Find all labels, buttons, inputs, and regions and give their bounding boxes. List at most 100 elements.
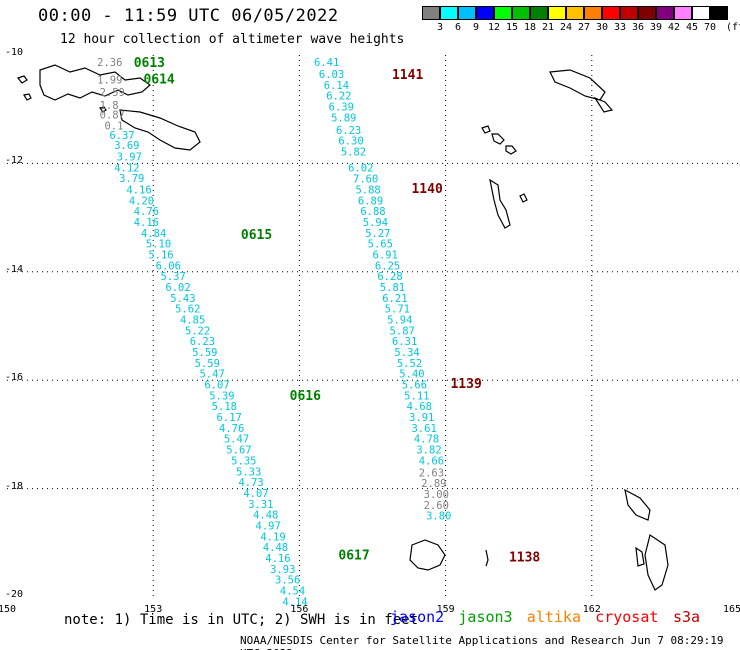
pass-time-label: 0615 [241,228,272,243]
coastline-coral-islands [409,539,489,571]
legend-swatch [674,6,692,20]
wave-height-value: 5.71 [385,304,410,316]
map-title: 00:00 - 11:59 UTC 06/05/2022 [38,6,339,26]
wave-height-value: 4.12 [114,163,139,175]
wave-height-value: 5.43 [170,293,195,305]
wave-height-value: 5.67 [226,445,251,457]
wave-height-value: 5.16 [148,249,173,261]
wave-height-value: 1.8 [100,100,119,112]
lon-label: 159 [436,604,455,615]
wave-height-value: 4.73 [238,477,263,489]
wave-height-value: 6.89 [358,195,383,207]
satellite-name: jason2 [390,608,445,626]
lat-label: -16 [5,372,24,384]
legend-swatch [566,6,584,20]
wave-height-value: 5.10 [146,239,171,251]
legend-swatch [620,6,638,20]
legend-swatch [692,6,710,20]
wave-height-value: 2.60 [424,500,449,512]
wave-height-value: 3.79 [119,173,144,185]
wave-height-value: 5.47 [224,434,249,446]
legend-swatch [512,6,530,20]
wave-height-value: 4.19 [260,531,285,543]
wave-height-value: 5.22 [185,325,210,337]
map-subtitle: 12 hour collection of altimeter wave hei… [60,32,405,47]
wave-height-value: 6.30 [338,136,363,148]
wave-height-value: 5.88 [355,184,380,196]
wave-height-value: 3.69 [114,140,139,152]
wave-height-value: 3.97 [117,151,142,163]
legend-label: 15 [505,22,519,33]
wave-height-value: 6.39 [329,101,354,113]
coastline-rennell-islets [481,125,517,155]
wave-height-value: 6.22 [326,91,351,103]
legend-label: 36 [631,22,645,33]
wave-height-value: 5.34 [394,347,419,359]
wave-height-value: 5.59 [195,358,220,370]
wave-height-value: 3.31 [248,499,273,511]
wave-height-value: 5.94 [387,314,412,326]
legend-unit: (ft) [726,22,740,33]
coastline-new-caledonia-north [489,178,528,229]
legend-swatch [476,6,494,20]
wave-height-value: 5.37 [161,271,186,283]
pass-time-label: 0614 [143,72,174,87]
wave-height-value: 5.81 [380,282,405,294]
wave-height-value: 0.87 [100,110,125,122]
satellite-name: cryosat [595,608,659,626]
lon-label: 165 [722,604,740,615]
lon-label: 162 [582,604,601,615]
wave-height-value: 5.40 [399,369,424,381]
legend-swatch [494,6,512,20]
wave-height-value: 5.66 [402,380,427,392]
lat-label: -10 [5,47,24,58]
legend-swatch [422,6,440,20]
legend-label: 45 [685,22,699,33]
wave-height-value: 5.11 [404,390,429,402]
legend-label: 27 [577,22,591,33]
wave-height-value: 5.82 [341,146,366,158]
legend-label: 70 [703,22,717,33]
legend-swatch [548,6,566,20]
wave-height-value: 6.17 [217,412,242,424]
coastlines [16,64,669,591]
legend-label: 33 [613,22,627,33]
legend-swatch [458,6,476,20]
wave-height-value: 3.80 [426,511,451,523]
wave-height-value: 3.00 [424,489,449,501]
wave-height-value: 4.48 [253,510,278,522]
wave-height-value: 6.02 [348,163,373,175]
wave-height-value: 6.88 [360,206,385,218]
legend-label: 21 [541,22,555,33]
coastline-new-guinea-tip [39,64,151,101]
wave-height-value: 5.89 [331,112,356,124]
wave-height-value: 5.52 [397,358,422,370]
wave-height-value: 6.06 [156,260,181,272]
wave-height-value: 4.16 [265,553,290,565]
legend-label: 3 [436,22,444,33]
legend-label: 30 [595,22,609,33]
wave-height-value: 1.99 [97,74,122,86]
wave-height-value: 3.93 [270,564,295,576]
wave-height-value: 4.14 [282,596,307,608]
wave-height-value: 2.89 [421,478,446,490]
legend-swatch [440,6,458,20]
coastline-vanuatu-south [624,488,669,591]
wave-height-value: 7.60 [353,174,378,186]
legend-label: 39 [649,22,663,33]
wave-height-value: 3.56 [275,575,300,587]
wave-height-value: 4.85 [180,314,205,326]
wave-height-value: 4.07 [243,488,268,500]
legend-swatch [602,6,620,20]
satellite-name: jason3 [458,608,513,626]
wave-height-value: 5.47 [199,369,224,381]
legend-swatch [530,6,548,20]
wave-height-value: 5.59 [192,347,217,359]
wave-height-observations: 2.361.992.591.80.870.16.373.693.974.123.… [97,57,451,608]
wave-height-value: 5.94 [363,217,388,229]
wave-height-value: 3.91 [409,412,434,424]
credit-line: NOAA/NESDIS Center for Satellite Applica… [240,634,724,650]
wave-height-value: 5.65 [368,239,393,251]
coastline-small-islets-west [16,75,107,113]
